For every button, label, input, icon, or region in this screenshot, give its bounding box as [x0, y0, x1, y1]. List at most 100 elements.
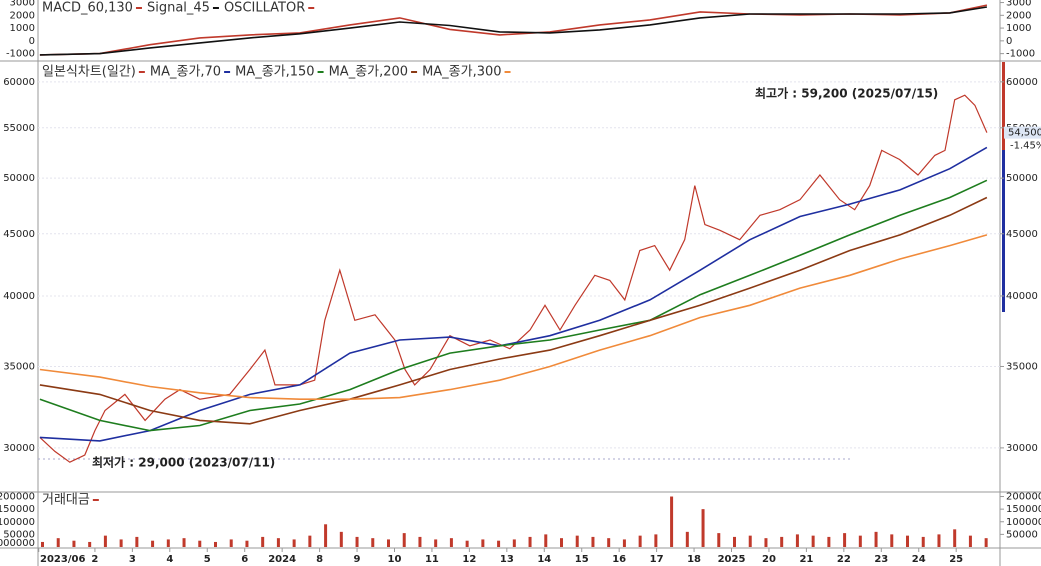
volume-bar — [465, 540, 469, 547]
volume-bar — [780, 536, 784, 547]
x-tick-label: 2 — [91, 554, 98, 565]
x-tick-label: 13 — [500, 554, 514, 565]
y-tick-label: 40000 — [1006, 291, 1038, 302]
volume-bar — [324, 524, 328, 547]
volume-bar — [56, 538, 60, 547]
x-tick-label: 11 — [425, 554, 439, 565]
y-tick-label: 1000 — [1006, 23, 1031, 34]
volume-bar — [874, 531, 878, 547]
y-tick-label: 1000 — [10, 23, 35, 34]
y-tick-label: 55000 — [3, 123, 35, 134]
range-bar — [1002, 150, 1005, 312]
volume-bar — [748, 535, 752, 547]
volume-bar — [717, 533, 721, 547]
volume-bar — [685, 531, 689, 547]
y-tick-label: 3000 — [10, 0, 35, 9]
volume-bar — [119, 539, 123, 547]
volume-bar — [355, 536, 359, 547]
y-tick-label: 150000 — [0, 504, 35, 515]
volume-bar — [528, 536, 532, 547]
volume-bar — [654, 534, 658, 547]
volume-bar — [88, 541, 92, 547]
y-tick-label: 2000 — [10, 10, 35, 21]
current-price-label: 54,500 — [1008, 128, 1041, 139]
y-tick-label: 100000 — [0, 517, 35, 528]
x-tick-label: 23 — [874, 554, 888, 565]
volume-bar — [339, 531, 343, 547]
volume-bar — [560, 538, 564, 547]
x-tick-label: 3 — [129, 554, 136, 565]
series-line — [39, 146, 988, 442]
volume-bar — [402, 533, 406, 547]
volume-bar — [764, 538, 768, 547]
legend-label: OSCILLATOR — [224, 1, 305, 16]
x-tick-label: 16 — [612, 554, 626, 565]
volume-bar — [40, 541, 44, 547]
y-tick-label: 45000 — [1006, 229, 1038, 240]
y-tick-label: -1000 — [1006, 49, 1035, 60]
x-tick-label: 2023/06 — [40, 554, 85, 565]
x-tick-label: 14 — [537, 554, 551, 565]
volume-bar — [544, 534, 548, 547]
y-tick-label: 60000 — [3, 77, 35, 88]
legend-label: 거래대금 — [42, 493, 90, 508]
volume-bar — [198, 540, 202, 547]
y-tick-label: 35000 — [1006, 361, 1038, 372]
series-line — [39, 179, 988, 432]
y-tick-label: 3000 — [1006, 0, 1031, 9]
volume-bar — [670, 496, 674, 547]
x-tick-label: 20 — [762, 554, 776, 565]
x-tick-label: 21 — [799, 554, 813, 565]
x-tick-label: 5 — [204, 554, 211, 565]
volume-bar — [229, 539, 233, 547]
x-tick-label: 8 — [316, 554, 323, 565]
volume-bar — [795, 534, 799, 547]
volume-bar — [103, 535, 107, 547]
volume-bar — [371, 538, 375, 547]
x-tick-label: 2025 — [718, 554, 746, 565]
x-tick-label: 25 — [949, 554, 963, 565]
x-tick-label: 15 — [575, 554, 589, 565]
volume-bar — [213, 541, 217, 547]
volume-bar — [182, 538, 186, 547]
y-tick-label: 60000 — [1006, 77, 1038, 88]
series-line — [39, 6, 988, 56]
high-annotation: 최고가 : 59,200 (2025/07/15) — [755, 86, 938, 101]
x-tick-label: 18 — [687, 554, 701, 565]
x-tick-label: 4 — [166, 554, 173, 565]
change-label: -1.45% — [1010, 141, 1041, 152]
volume-bar — [276, 538, 280, 547]
volume-bar — [607, 538, 611, 547]
x-tick-label: 10 — [388, 554, 402, 565]
volume-bar — [843, 533, 847, 547]
volume-bar — [72, 540, 76, 547]
volume-bar — [292, 539, 296, 547]
legend-label: MA_종가,300 — [422, 65, 501, 80]
y-tick-label: 150000 — [1006, 504, 1041, 515]
volume-bar — [811, 535, 815, 547]
volume-bar — [386, 539, 390, 547]
volume-bar — [622, 539, 626, 547]
legend-label: MA_종가,150 — [235, 65, 314, 80]
y-tick-label: 0 — [1006, 36, 1012, 47]
volume-bar — [733, 536, 737, 547]
volume-bar — [575, 535, 579, 547]
volume-bar — [638, 535, 642, 547]
volume-bar — [921, 536, 925, 547]
volume-bar — [701, 509, 705, 547]
y-tick-label: 45000 — [3, 229, 35, 240]
volume-bar — [984, 538, 988, 547]
legend-label: MA_종가,70 — [150, 65, 221, 80]
volume-bar — [890, 534, 894, 547]
x-tick-label: 2024 — [268, 554, 296, 565]
y-tick-label: 50000 — [1006, 529, 1038, 540]
volume-bar — [151, 540, 155, 547]
volume-bar — [481, 539, 485, 547]
y-tick-label: 30000 — [3, 443, 35, 454]
unit-label: 1000000 — [0, 538, 35, 549]
volume-bar — [953, 529, 957, 547]
y-tick-label: 50000 — [3, 173, 35, 184]
volume-bar — [245, 540, 249, 547]
